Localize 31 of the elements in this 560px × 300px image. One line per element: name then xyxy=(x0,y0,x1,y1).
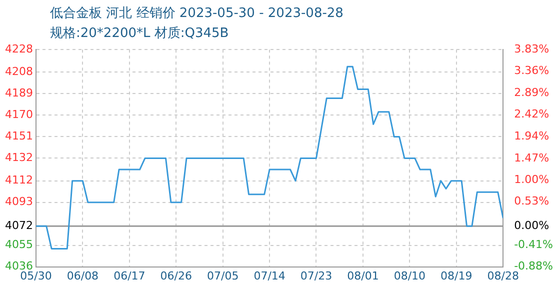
x-tick-label: 06/08 xyxy=(66,269,99,282)
y-tick-label: 4151 xyxy=(4,130,33,143)
y2-tick-label: 3.36% xyxy=(514,64,550,78)
y-tick-label: 4208 xyxy=(4,65,33,78)
chart-subtitle: 规格:20*2200*L 材质:Q345B xyxy=(50,25,229,42)
y-tick-label: 4189 xyxy=(4,86,33,100)
x-tick-label: 08/01 xyxy=(347,269,379,282)
x-tick-label: 07/05 xyxy=(206,269,239,282)
y2-tick-label: 1.00% xyxy=(514,172,550,186)
x-tick-label: 06/26 xyxy=(160,269,192,282)
x-tick-label: 08/10 xyxy=(394,269,426,282)
y2-tick-label: 1.94% xyxy=(514,130,550,143)
y-tick-label: 4132 xyxy=(4,151,33,164)
x-tick-label: 06/17 xyxy=(114,269,146,282)
x-tick-label: 08/19 xyxy=(440,269,472,282)
y-tick-label: 4072 xyxy=(4,218,33,232)
x-tick-label: 07/14 xyxy=(254,269,286,282)
y-tick-label: 4228 xyxy=(4,42,33,56)
y-tick-label: 4093 xyxy=(4,195,33,208)
y2-tick-label: 2.89% xyxy=(514,86,550,99)
y2-tick-label: -0.41% xyxy=(514,238,554,251)
y2-tick-label: 1.47% xyxy=(514,151,550,164)
x-tick-label: 07/23 xyxy=(300,269,332,282)
y2-tick-label: 3.83% xyxy=(514,42,550,56)
y2-tick-label: 0.53% xyxy=(514,194,550,208)
chart-title: 低合金板 河北 经销价 2023-05-30 - 2023-08-28 xyxy=(50,5,344,22)
y2-tick-label: 2.42% xyxy=(514,107,550,120)
y-tick-label: 4112 xyxy=(4,174,33,187)
y2-tick-label: 0.00% xyxy=(514,219,550,232)
y-tick-label: 4055 xyxy=(4,238,33,252)
y-tick-label: 4170 xyxy=(4,108,33,122)
